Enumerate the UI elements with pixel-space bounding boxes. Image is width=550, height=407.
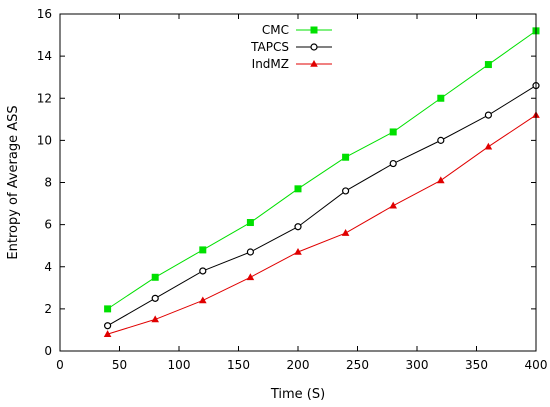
data-point-cmc	[151, 273, 159, 281]
series-tapcs	[103, 82, 540, 330]
data-point-tapcs	[437, 136, 445, 144]
series-cmc	[104, 27, 540, 313]
data-point-cmc	[389, 128, 397, 136]
data-point-tapcs	[151, 294, 159, 302]
data-point-cmc	[294, 185, 302, 193]
legend-label-tapcs: TAPCS	[250, 40, 289, 54]
x-tick-label: 400	[525, 358, 548, 372]
data-point-cmc	[342, 153, 350, 161]
y-axis-label: Entropy of Average ASS	[6, 105, 21, 259]
x-tick-label: 350	[465, 358, 488, 372]
legend-marker-tapcs	[310, 43, 318, 51]
data-point-cmc	[104, 305, 112, 313]
data-point-tapcs	[246, 248, 254, 256]
data-point-cmc	[199, 246, 207, 254]
data-point-indmz	[437, 176, 445, 184]
data-point-tapcs	[484, 111, 492, 119]
y-tick-label: 2	[44, 302, 52, 316]
x-tick-label: 0	[56, 358, 64, 372]
series-indmz	[103, 111, 540, 337]
data-point-tapcs	[199, 267, 207, 275]
x-tick-label: 300	[406, 358, 429, 372]
axis-ticks: 0 50 100 150 200 250 300 350 400 0 2 4 6 8 10 12 14 16	[37, 7, 548, 372]
data-point-cmc	[437, 94, 445, 102]
series-line-cmc	[107, 30, 537, 310]
x-tick-label: 150	[227, 358, 250, 372]
series-line-indmz	[107, 114, 537, 335]
data-point-indmz	[294, 248, 302, 255]
plot-marks	[103, 27, 540, 337]
y-tick-label: 0	[44, 344, 52, 358]
data-point-tapcs	[342, 187, 350, 195]
plot-frame	[59, 13, 537, 352]
x-tick-label: 250	[346, 358, 369, 372]
data-point-indmz	[484, 142, 493, 150]
data-point-indmz	[389, 201, 397, 209]
legend-label-cmc: CMC	[262, 23, 289, 37]
y-tick-label: 4	[44, 260, 52, 274]
data-point-tapcs	[294, 223, 302, 231]
x-axis-label: Time (S)	[270, 387, 325, 402]
x-tick-label: 50	[112, 358, 127, 372]
data-point-indmz	[151, 315, 159, 323]
y-tick-label: 14	[37, 49, 52, 63]
y-tick-label: 6	[44, 218, 52, 232]
legend: CMC TAPCS IndMZ	[250, 23, 332, 71]
x-tick-label: 100	[168, 358, 191, 372]
data-point-indmz	[246, 273, 255, 281]
data-point-indmz	[341, 229, 350, 236]
y-tick-label: 12	[37, 91, 52, 105]
legend-marker-cmc	[310, 26, 318, 34]
y-tick-label: 16	[37, 7, 52, 21]
data-point-tapcs	[103, 322, 112, 330]
x-tick-label: 200	[287, 358, 310, 372]
series-line-tapcs	[107, 85, 537, 327]
legend-label-indmz: IndMZ	[252, 57, 289, 71]
data-point-indmz	[103, 330, 112, 337]
data-point-indmz	[199, 296, 207, 304]
y-tick-label: 8	[44, 176, 52, 190]
data-point-cmc	[484, 61, 492, 69]
data-point-cmc	[246, 219, 254, 227]
data-point-tapcs	[389, 159, 397, 168]
legend-marker-indmz	[310, 60, 318, 67]
y-tick-label: 10	[37, 133, 52, 147]
